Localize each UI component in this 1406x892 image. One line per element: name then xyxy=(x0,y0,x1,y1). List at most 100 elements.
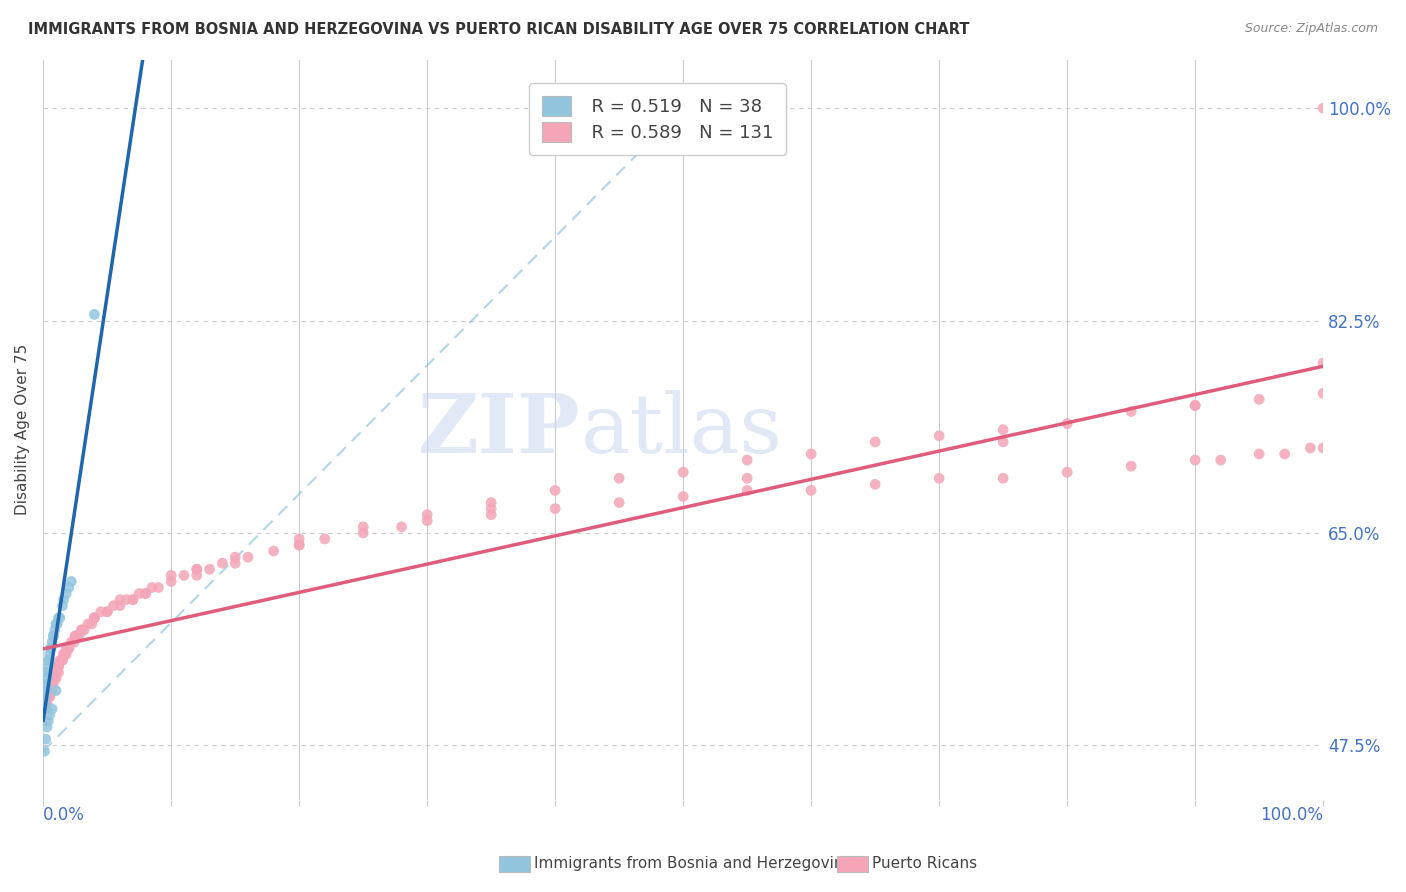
Point xyxy=(39,683,62,698)
Point xyxy=(41,677,63,691)
Point xyxy=(108,599,131,613)
Point xyxy=(38,647,60,661)
Point xyxy=(288,532,311,546)
Point xyxy=(35,683,58,698)
Point xyxy=(211,556,233,570)
Point xyxy=(41,635,63,649)
Point xyxy=(48,659,70,673)
Point xyxy=(128,586,150,600)
Point xyxy=(45,683,67,698)
Point xyxy=(1274,447,1296,461)
Point xyxy=(49,653,72,667)
Point xyxy=(1299,441,1322,455)
Point xyxy=(224,556,246,570)
Point xyxy=(1184,399,1206,413)
Point xyxy=(45,672,67,686)
Point xyxy=(65,629,87,643)
Point xyxy=(34,696,56,710)
Point xyxy=(479,501,502,516)
Point xyxy=(63,629,86,643)
Point xyxy=(39,641,62,656)
Point xyxy=(32,690,55,704)
Point xyxy=(56,641,79,656)
Point xyxy=(41,702,63,716)
Text: Puerto Ricans: Puerto Ricans xyxy=(872,856,977,871)
Point xyxy=(735,471,758,485)
Point xyxy=(544,501,567,516)
Point xyxy=(173,568,195,582)
Point xyxy=(42,672,65,686)
Point xyxy=(48,665,70,680)
Point xyxy=(38,653,60,667)
Point xyxy=(83,611,105,625)
Point xyxy=(63,629,86,643)
Text: atlas: atlas xyxy=(581,390,783,470)
Point xyxy=(52,592,75,607)
Point xyxy=(224,550,246,565)
Point xyxy=(863,477,886,491)
Point xyxy=(103,599,125,613)
Point xyxy=(52,647,75,661)
Point xyxy=(80,616,103,631)
Point xyxy=(672,490,695,504)
Point xyxy=(672,465,695,479)
Point xyxy=(44,623,66,637)
Point xyxy=(42,629,65,643)
Point xyxy=(49,653,72,667)
Point xyxy=(58,581,80,595)
Point xyxy=(83,308,105,322)
Point xyxy=(67,629,90,643)
Point xyxy=(1056,417,1078,431)
Point xyxy=(73,623,96,637)
Point xyxy=(42,629,65,643)
Point xyxy=(52,647,75,661)
Point xyxy=(39,641,62,656)
Point xyxy=(544,483,567,498)
Point xyxy=(42,672,65,686)
Point xyxy=(735,483,758,498)
Point xyxy=(96,605,118,619)
Point xyxy=(928,429,950,443)
Point xyxy=(160,568,183,582)
Point xyxy=(41,677,63,691)
Point xyxy=(34,714,56,728)
Point xyxy=(34,702,56,716)
Point xyxy=(58,641,80,656)
Point xyxy=(51,653,73,667)
Point xyxy=(1184,399,1206,413)
Point xyxy=(198,562,221,576)
Point xyxy=(35,732,58,747)
Point xyxy=(37,659,59,673)
Point xyxy=(1312,441,1334,455)
Point xyxy=(41,677,63,691)
Point xyxy=(55,647,77,661)
Point xyxy=(108,592,131,607)
Point xyxy=(1312,386,1334,401)
Point xyxy=(135,586,157,600)
Point xyxy=(58,641,80,656)
Point xyxy=(35,696,58,710)
Point xyxy=(37,690,59,704)
Point xyxy=(55,586,77,600)
Point xyxy=(35,690,58,704)
Text: 100.0%: 100.0% xyxy=(1260,805,1323,824)
Point xyxy=(39,677,62,691)
Point xyxy=(288,538,311,552)
Point xyxy=(479,495,502,509)
Point xyxy=(928,471,950,485)
Point xyxy=(991,471,1014,485)
Point xyxy=(70,623,93,637)
Point xyxy=(37,714,59,728)
Point xyxy=(70,623,93,637)
Point xyxy=(60,635,83,649)
Point xyxy=(35,702,58,716)
Point xyxy=(35,690,58,704)
Point xyxy=(83,611,105,625)
Legend:   R = 0.519   N = 38,   R = 0.589   N = 131: R = 0.519 N = 38, R = 0.589 N = 131 xyxy=(529,84,786,155)
Point xyxy=(735,453,758,467)
Point xyxy=(863,434,886,449)
Point xyxy=(800,483,823,498)
Point xyxy=(141,581,163,595)
Point xyxy=(1184,453,1206,467)
Point xyxy=(55,641,77,656)
